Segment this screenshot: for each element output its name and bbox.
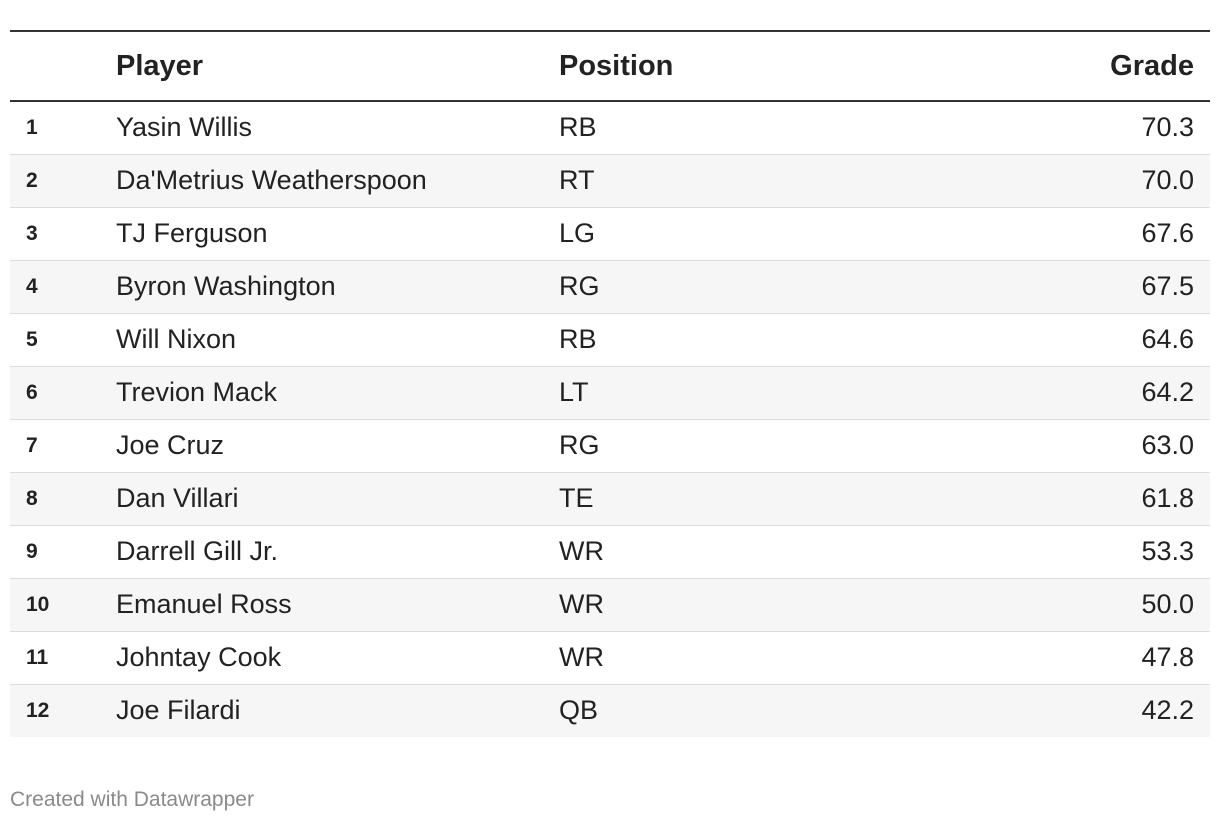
position-cell: RG — [559, 430, 600, 460]
rank-cell: 1 — [26, 115, 38, 139]
table-body: 1 Yasin Willis RB 70.3 2 Da'Metrius Weathersp… — [10, 101, 1210, 737]
position-cell: LG — [559, 218, 596, 248]
grade-cell: 61.8 — [1141, 483, 1194, 513]
position-cell: QB — [559, 695, 599, 726]
grade-cell: 47.8 — [1141, 642, 1194, 672]
player-cell: Yasin Willis — [116, 112, 253, 143]
table-row: 4 Byron Washington RG 67.5 — [10, 260, 1210, 313]
rank-cell: 12 — [26, 698, 50, 722]
grade-cell: 70.3 — [1141, 112, 1194, 143]
player-cell: Trevion Mack — [116, 377, 278, 407]
grade-cell: 63.0 — [1141, 430, 1194, 460]
table-row: 8 Dan Villari TE 61.8 — [10, 472, 1210, 525]
table-row: 5 Will Nixon RB 64.6 — [10, 313, 1210, 366]
rank-cell: 4 — [26, 274, 38, 298]
column-header-grade[interactable]: Grade — [859, 30, 1210, 102]
rank-cell: 7 — [26, 433, 38, 457]
grade-cell: 70.0 — [1141, 165, 1194, 195]
grade-cell: 64.6 — [1141, 324, 1194, 354]
player-cell: Byron Washington — [116, 271, 336, 301]
rank-cell: 3 — [26, 221, 38, 245]
player-cell: TJ Ferguson — [116, 218, 268, 248]
table-row: 9 Darrell Gill Jr. WR 53.3 — [10, 525, 1210, 578]
table-row: 7 Joe Cruz RG 63.0 — [10, 419, 1210, 472]
table-row: 6 Trevion Mack LT 64.2 — [10, 366, 1210, 419]
position-cell: LT — [559, 377, 589, 407]
player-cell: Joe Filardi — [116, 695, 241, 726]
grade-cell: 67.5 — [1141, 271, 1194, 301]
player-grades-table: Player Position Grade 1 Yasin Willis RB 70.… — [10, 30, 1210, 737]
player-cell: Dan Villari — [116, 483, 239, 513]
position-cell: RG — [559, 271, 600, 301]
table-row: 12 Joe Filardi QB 42.2 — [10, 684, 1210, 737]
position-cell: RB — [559, 112, 597, 143]
footer-credit: Created with Datawrapper — [10, 788, 254, 811]
grade-cell: 67.6 — [1141, 218, 1194, 248]
table-row: 1 Yasin Willis RB 70.3 — [10, 101, 1210, 154]
column-header-position[interactable]: Position — [559, 30, 859, 102]
position-cell: TE — [559, 483, 594, 513]
player-cell: Will Nixon — [116, 324, 237, 354]
rank-cell: 6 — [26, 380, 38, 404]
data-table-container: Player Position Grade 1 Yasin Willis RB 70.… — [10, 30, 1210, 737]
rank-cell: 5 — [26, 327, 38, 351]
position-cell: RB — [559, 324, 597, 354]
rank-cell: 10 — [26, 592, 50, 616]
player-cell: Joe Cruz — [116, 430, 225, 460]
table-header: Player Position Grade — [10, 30, 1210, 102]
position-cell: RT — [559, 165, 595, 195]
grade-cell: 53.3 — [1141, 536, 1194, 566]
column-header-player[interactable]: Player — [116, 30, 559, 102]
rank-cell: 11 — [26, 645, 49, 669]
player-cell: Emanuel Ross — [116, 589, 292, 619]
player-cell: Darrell Gill Jr. — [116, 536, 279, 566]
table-row: 2 Da'Metrius Weatherspoon RT 70.0 — [10, 154, 1210, 207]
grade-cell: 42.2 — [1141, 695, 1194, 726]
position-cell: WR — [559, 642, 604, 672]
rank-cell: 9 — [26, 539, 38, 563]
column-header-rank[interactable] — [10, 30, 116, 102]
grade-cell: 50.0 — [1141, 589, 1194, 619]
table-row: 3 TJ Ferguson LG 67.6 — [10, 207, 1210, 260]
player-cell: Da'Metrius Weatherspoon — [116, 165, 427, 195]
player-cell: Johntay Cook — [116, 642, 282, 672]
rank-cell: 2 — [26, 168, 38, 192]
position-cell: WR — [559, 536, 604, 566]
rank-cell: 8 — [26, 486, 38, 510]
grade-cell: 64.2 — [1141, 377, 1194, 407]
table-row: 11 Johntay Cook WR 47.8 — [10, 631, 1210, 684]
table-row: 10 Emanuel Ross WR 50.0 — [10, 578, 1210, 631]
header-row: Player Position Grade — [10, 30, 1210, 102]
position-cell: WR — [559, 589, 604, 619]
